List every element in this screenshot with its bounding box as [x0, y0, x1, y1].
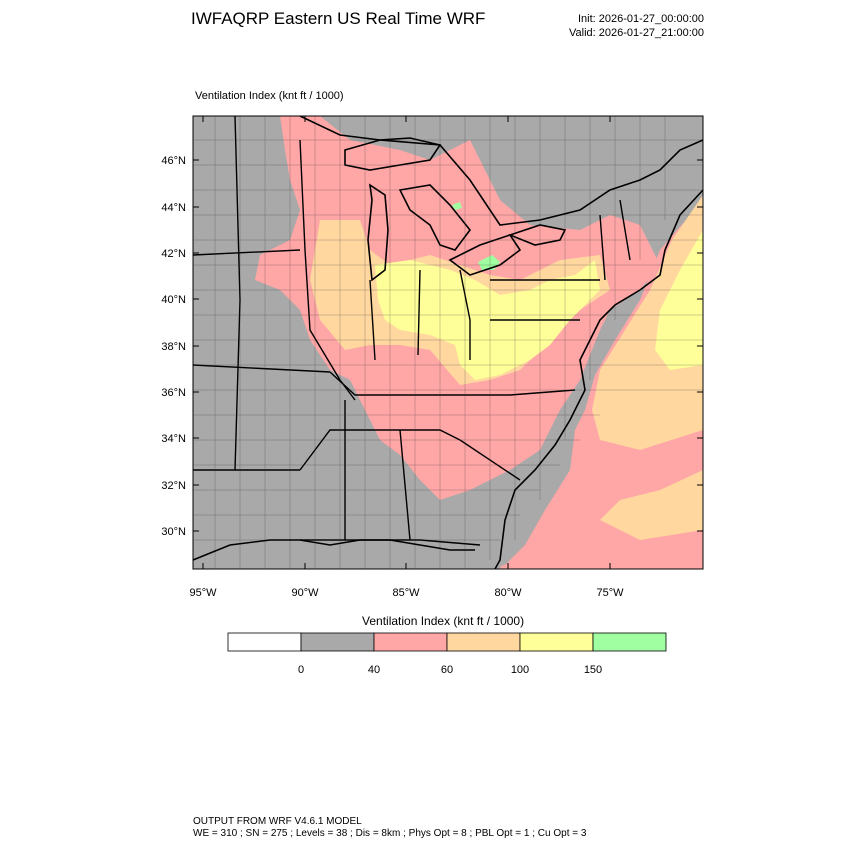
canada-border [299, 116, 703, 226]
init-time: Init: 2026-01-27_00:00:00 [578, 13, 704, 25]
colorbar-label: 100 [511, 664, 529, 676]
colorbar-swatch [300, 632, 375, 652]
colorbar-swatch [519, 632, 594, 652]
lat-tick-label: 34°N [161, 433, 186, 445]
field-label: Ventilation Index (knt ft / 1000) [195, 90, 344, 102]
lat-tick-label: 30°N [161, 526, 186, 538]
green-patch-small [452, 202, 462, 210]
lon-tick-label: 90°W [291, 587, 319, 599]
lat-tick-label: 42°N [161, 248, 186, 260]
colorbar-swatch [227, 632, 302, 652]
ocean-peach-south [600, 470, 703, 540]
map-area [193, 116, 703, 569]
colorbar-swatch [373, 632, 448, 652]
footer-config: WE = 310 ; SN = 275 ; Levels = 38 ; Dis … [193, 828, 587, 839]
colorbar-title: Ventilation Index (knt ft / 1000) [362, 614, 525, 628]
colorbar-label: 0 [298, 664, 304, 676]
lon-tick-label: 80°W [494, 587, 522, 599]
lat-tick-label: 32°N [161, 480, 186, 492]
lat-tick-label: 44°N [161, 202, 186, 214]
colorbar-swatch [446, 632, 521, 652]
map-title: IWFAQRP Eastern US Real Time WRF [191, 9, 486, 28]
valid-time: Valid: 2026-01-27_21:00:00 [569, 27, 704, 39]
lat-tick-label: 38°N [161, 341, 186, 353]
map-frame [192, 115, 704, 570]
colorbar-swatch [592, 632, 667, 652]
ocean-peach-region [592, 195, 703, 450]
colorbar-label: 150 [584, 664, 602, 676]
lat-tick-label: 46°N [161, 155, 186, 167]
colorbar: 0 40 60 100 150 [227, 632, 667, 676]
axis-ticks: 46°N 44°N 42°N 40°N 38°N 36°N 34°N 32°N 30°N 95°W… [161, 116, 703, 599]
gulf-coastline [193, 539, 475, 561]
colorbar-label: 40 [368, 664, 380, 676]
lon-tick-label: 85°W [392, 587, 420, 599]
atlantic-coastline [494, 189, 703, 569]
lon-tick-label: 95°W [189, 587, 217, 599]
lat-tick-label: 36°N [161, 387, 186, 399]
lat-tick-label: 40°N [161, 294, 186, 306]
footer-model: OUTPUT FROM WRF V4.6.1 MODEL [193, 816, 362, 827]
colorbar-label: 60 [441, 664, 453, 676]
lon-tick-label: 75°W [596, 587, 624, 599]
county-lines [193, 116, 703, 569]
